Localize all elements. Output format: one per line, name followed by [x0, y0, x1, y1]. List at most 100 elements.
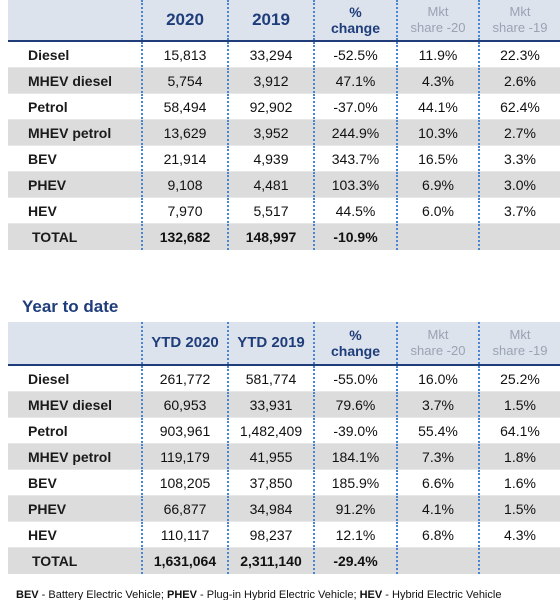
value-current: 66,877 [141, 496, 227, 521]
total-previous: 148,997 [227, 224, 313, 250]
row-label: PHEV [28, 176, 67, 193]
table-row: Petrol 903,961 1,482,409 -39.0% 55.4% 64.1% [8, 418, 560, 444]
footnote-bev-text: - Battery Electric Vehicle; [38, 589, 168, 600]
mkt-share-19: 25.2% [478, 366, 560, 391]
mkt-share-19: 1.8% [478, 444, 560, 469]
total-current: 1,631,064 [141, 548, 227, 574]
mkt-share-19: 2.6% [478, 68, 560, 93]
header-change: change [330, 20, 380, 36]
pct-change: 79.6% [313, 392, 396, 417]
header-share-20: share -20 [410, 343, 466, 358]
total-previous: 2,311,140 [227, 548, 313, 574]
pct-change: -37.0% [313, 94, 396, 119]
header-mkt: Mkt [509, 4, 531, 19]
section-title-ytd: Year to date [22, 297, 119, 316]
total-empty [396, 224, 478, 250]
header-pct: % [349, 4, 362, 20]
footnote: BEV - Battery Electric Vehicle; PHEV - P… [16, 589, 501, 600]
value-previous: 581,774 [227, 366, 313, 391]
row-label: Diesel [28, 46, 70, 63]
mkt-share-20: 6.0% [396, 198, 478, 223]
mkt-share-19: 2.7% [478, 120, 560, 145]
monthly-table-body: Diesel 15,813 33,294 -52.5% 11.9% 22.3% MHEV d… [8, 42, 560, 250]
value-previous: 4,939 [227, 146, 313, 171]
pct-change: -52.5% [313, 42, 396, 67]
ytd-table: YTD 2020 YTD 2019 % change Mkt share -20 M… [8, 322, 560, 574]
monthly-table-header: 2020 2019 % change Mkt share -20 Mkt share … [8, 0, 560, 42]
total-empty [396, 548, 478, 574]
table-row: MHEV diesel 5,754 3,912 47.1% 4.3% 2.6% [8, 68, 560, 94]
row-label: Diesel [28, 370, 70, 387]
row-label: MHEV diesel [28, 396, 113, 413]
table-row: PHEV 9,108 4,481 103.3% 6.9% 3.0% [8, 172, 560, 198]
row-label: HEV [28, 526, 57, 543]
mkt-share-19: 3.7% [478, 198, 560, 223]
total-current: 132,682 [141, 224, 227, 250]
mkt-share-20: 44.1% [396, 94, 478, 119]
total-pct-change: -10.9% [313, 224, 396, 250]
value-previous: 34,984 [227, 496, 313, 521]
total-empty [478, 224, 560, 250]
footnote-hev: HEV [359, 589, 383, 600]
footnote-phev: PHEV [167, 589, 197, 600]
header-change: change [330, 343, 380, 359]
value-previous: 98,237 [227, 522, 313, 547]
header-blank [8, 0, 141, 40]
value-current: 13,629 [141, 120, 227, 145]
table-row: BEV 21,914 4,939 343.7% 16.5% 3.3% [8, 146, 560, 172]
mkt-share-20: 4.1% [396, 496, 478, 521]
monthly-table: 2020 2019 % change Mkt share -20 Mkt share … [8, 0, 560, 250]
mkt-share-19: 22.3% [478, 42, 560, 67]
row-label: BEV [28, 150, 57, 167]
mkt-share-20: 3.7% [396, 392, 478, 417]
value-current: 7,970 [141, 198, 227, 223]
value-current: 21,914 [141, 146, 227, 171]
table-row: HEV 7,970 5,517 44.5% 6.0% 3.7% [8, 198, 560, 224]
mkt-share-20: 10.3% [396, 120, 478, 145]
total-label: TOTAL [32, 553, 78, 569]
value-previous: 3,952 [227, 120, 313, 145]
mkt-share-19: 64.1% [478, 418, 560, 443]
value-previous: 92,902 [227, 94, 313, 119]
mkt-share-19: 3.3% [478, 146, 560, 171]
row-label: MHEV diesel [28, 72, 113, 89]
value-current: 119,179 [141, 444, 227, 469]
mkt-share-20: 11.9% [396, 42, 478, 67]
value-current: 903,961 [141, 418, 227, 443]
table-row: Diesel 261,772 581,774 -55.0% 16.0% 25.2% [8, 366, 560, 392]
pct-change: 12.1% [313, 522, 396, 547]
value-current: 58,494 [141, 94, 227, 119]
value-current: 110,117 [141, 522, 227, 547]
pct-change: 103.3% [313, 172, 396, 197]
footnote-hev-text: - Hybrid Electric Vehicle [382, 589, 502, 600]
table-row: MHEV diesel 60,953 33,931 79.6% 3.7% 1.5% [8, 392, 560, 418]
mkt-share-20: 16.0% [396, 366, 478, 391]
footnote-bev: BEV [16, 589, 39, 600]
row-label: PHEV [28, 500, 67, 517]
value-previous: 5,517 [227, 198, 313, 223]
pct-change: 185.9% [313, 470, 396, 495]
table-row: MHEV petrol 13,629 3,952 244.9% 10.3% 2.7% [8, 120, 560, 146]
value-current: 261,772 [141, 366, 227, 391]
row-label: MHEV petrol [28, 448, 112, 465]
row-label: HEV [28, 202, 57, 219]
ytd-table-header: YTD 2020 YTD 2019 % change Mkt share -20 M… [8, 322, 560, 366]
value-current: 60,953 [141, 392, 227, 417]
pct-change: 184.1% [313, 444, 396, 469]
header-mkt: Mkt [509, 327, 531, 342]
ytd-table-body: Diesel 261,772 581,774 -55.0% 16.0% 25.2% MHEV… [8, 366, 560, 574]
total-pct-change: -29.4% [313, 548, 396, 574]
header-share-20: share -20 [410, 20, 466, 35]
pct-change: 44.5% [313, 198, 396, 223]
value-previous: 4,481 [227, 172, 313, 197]
table-row: HEV 110,117 98,237 12.1% 6.8% 4.3% [8, 522, 560, 548]
mkt-share-20: 7.3% [396, 444, 478, 469]
pct-change: 244.9% [313, 120, 396, 145]
mkt-share-19: 1.6% [478, 470, 560, 495]
value-current: 9,108 [141, 172, 227, 197]
value-previous: 33,931 [227, 392, 313, 417]
header-2020: 2020 [166, 10, 204, 29]
footnote-phev-text: - Plug-in Hybrid Electric Vehicle; [196, 589, 360, 600]
table-row: Diesel 15,813 33,294 -52.5% 11.9% 22.3% [8, 42, 560, 68]
mkt-share-19: 1.5% [478, 496, 560, 521]
